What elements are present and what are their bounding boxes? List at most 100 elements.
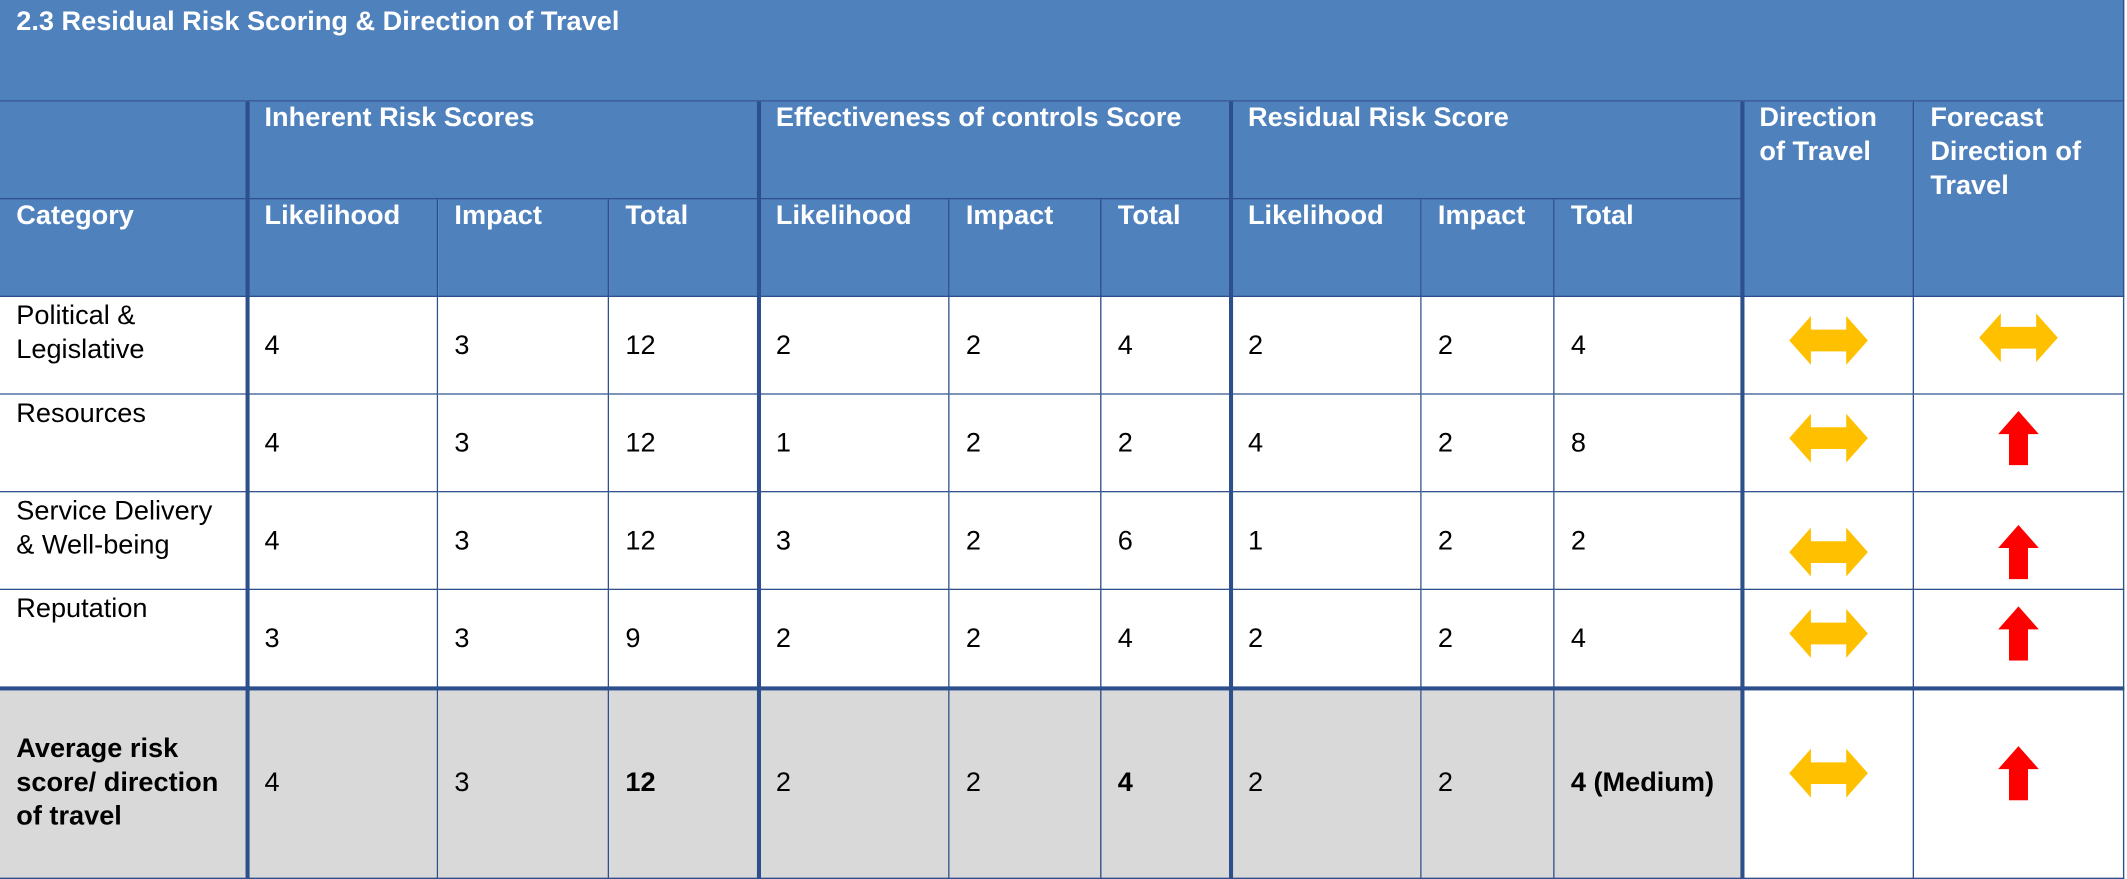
sideways-arrow-icon xyxy=(1979,312,2058,362)
sub-header: Impact xyxy=(1421,199,1555,298)
sub-header: Total xyxy=(1101,199,1232,298)
cell-text: Political & Legislative xyxy=(16,301,145,365)
score-cell: 2 xyxy=(759,590,950,690)
score-cell: 2 xyxy=(759,297,950,395)
cell-text: 4 xyxy=(264,330,280,361)
group-header: Forecast Direction of Travel xyxy=(1914,101,2125,298)
group-header: Inherent Risk Scores xyxy=(248,101,760,200)
score-cell: 4 xyxy=(1101,590,1232,690)
score-cell: 2 xyxy=(1421,492,1555,591)
sub-header: Total xyxy=(1554,199,1744,298)
score-cell: 2 xyxy=(1231,590,1422,690)
cell-text: 4 xyxy=(1570,330,1586,361)
score-cell: 3 xyxy=(759,492,950,591)
score-cell: 1 xyxy=(1231,492,1422,591)
score-cell: 3 xyxy=(248,590,439,690)
sub-header: Likelihood xyxy=(1231,199,1422,298)
cell-text: 8 xyxy=(1570,427,1586,458)
score-cell: 2 xyxy=(949,394,1102,493)
category-header-blank xyxy=(0,101,249,200)
cell-text: Total xyxy=(1117,200,1181,231)
up-arrow-icon xyxy=(1998,606,2039,661)
direction-cell xyxy=(1743,297,1915,395)
direction-cell xyxy=(1743,492,1915,591)
sideways-arrow-icon xyxy=(1788,315,1868,365)
column-rule xyxy=(245,101,250,879)
cell-text: Inherent Risk Scores xyxy=(264,103,535,133)
score-cell: 2 xyxy=(1101,394,1232,493)
up-arrow-icon xyxy=(1998,524,2039,579)
direction-cell xyxy=(1743,394,1915,493)
score-cell: 12 xyxy=(609,297,760,395)
score-cell: 12 xyxy=(609,394,760,493)
sub-header: Impact xyxy=(438,199,610,298)
score-cell: 2 xyxy=(949,689,1102,879)
row-rule xyxy=(0,686,2125,691)
score-cell: 2 xyxy=(1231,689,1422,879)
cell-text: 2 xyxy=(1117,427,1133,458)
cell-text: 3 xyxy=(454,330,470,361)
score-cell: 12 xyxy=(609,689,760,879)
score-cell: 2 xyxy=(949,492,1102,591)
average-label: Average risk score/ direction of travel xyxy=(0,689,249,879)
score-cell: 12 xyxy=(609,492,760,591)
score-cell: 4 xyxy=(1231,394,1422,493)
score-cell: 4 (Medium) xyxy=(1554,689,1744,879)
cell-text: Reputation xyxy=(16,594,148,624)
cell-text: Service Delivery & Well-being xyxy=(16,496,213,561)
cell-text: 12 xyxy=(625,525,656,556)
cell-text: 6 xyxy=(1117,525,1133,556)
direction-cell xyxy=(1743,590,1915,690)
cell-text: 2 xyxy=(1437,525,1453,556)
score-cell: 2 xyxy=(1421,394,1555,493)
group-header: Direction of Travel xyxy=(1743,101,1915,298)
sideways-arrow-icon xyxy=(1788,748,1868,797)
cell-text: Impact xyxy=(1437,200,1526,231)
score-cell: 4 xyxy=(248,394,439,493)
score-cell: 2 xyxy=(949,590,1102,690)
score-cell: 2 xyxy=(759,689,950,879)
cell-text: 12 xyxy=(625,427,656,458)
cell-text: 2.3 Residual Risk Scoring & Direction of… xyxy=(16,6,620,37)
cell-text: Residual Risk Score xyxy=(1247,103,1509,133)
sideways-arrow-icon xyxy=(1788,413,1868,462)
cell-text: 2 xyxy=(965,767,981,798)
up-arrow-icon xyxy=(1998,410,2039,465)
score-cell: 8 xyxy=(1554,394,1744,493)
score-cell: 2 xyxy=(1421,590,1555,690)
cell-text: 4 xyxy=(1117,330,1133,361)
cell-text: 2 xyxy=(965,525,981,556)
cell-text: Forecast Direction of Travel xyxy=(1930,103,2082,201)
score-cell: 4 xyxy=(248,689,439,879)
cell-text: 4 xyxy=(1117,767,1133,798)
score-cell: 6 xyxy=(1101,492,1232,591)
cell-text: Total xyxy=(1570,200,1634,231)
score-cell: 3 xyxy=(438,297,610,395)
cell-text: 2 xyxy=(1437,623,1453,654)
cell-text: 2 xyxy=(965,623,981,654)
sub-header: Likelihood xyxy=(248,199,439,298)
cell-text: 4 xyxy=(1117,623,1133,654)
cell-text: 2 xyxy=(1437,767,1453,798)
column-rule xyxy=(1228,101,1234,879)
cell-text: 2 xyxy=(965,330,981,361)
cell-text: 3 xyxy=(454,525,470,556)
score-cell: 2 xyxy=(1554,492,1744,591)
category-header: Category xyxy=(0,199,249,298)
cell-text: 2 xyxy=(1247,623,1264,654)
score-cell: 4 xyxy=(248,297,439,395)
cell-text: 2 xyxy=(1437,427,1453,458)
cell-text: 9 xyxy=(625,623,641,654)
category-cell: Service Delivery & Well-being xyxy=(0,492,249,591)
cell-text: 2 xyxy=(1247,767,1264,798)
cell-text: 2 xyxy=(1570,525,1586,556)
score-cell: 2 xyxy=(1421,297,1555,395)
category-cell: Resources xyxy=(0,394,249,493)
group-header: Effectiveness of controls Score xyxy=(759,101,1232,200)
group-header: Residual Risk Score xyxy=(1231,101,1744,200)
cell-text: 3 xyxy=(454,623,470,654)
sub-header: Impact xyxy=(949,199,1102,298)
cell-text: Average risk score/ direction of travel xyxy=(16,733,219,832)
cell-text: 4 xyxy=(264,427,280,458)
